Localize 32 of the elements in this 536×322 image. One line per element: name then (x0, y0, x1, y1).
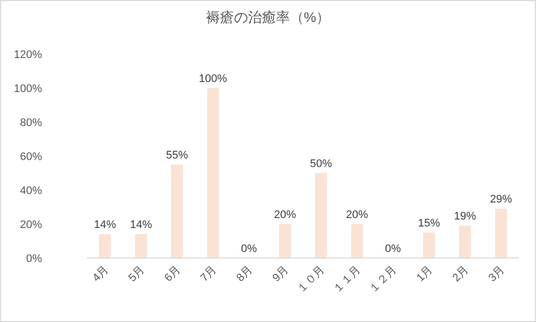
data-label: 50% (310, 158, 332, 170)
x-tick-label: 7月 (198, 264, 220, 284)
title: 褥瘡の治癒率（%） (206, 9, 330, 25)
x-tick-label: １１月 (331, 264, 364, 296)
x-tick-label: 9月 (270, 264, 292, 284)
data-label: 15% (418, 218, 440, 230)
x-tick-label: 6月 (162, 264, 184, 284)
data-label: 0% (241, 243, 258, 255)
data-label: 55% (166, 150, 188, 162)
data-label: 0% (385, 243, 402, 255)
data-label: 19% (454, 210, 476, 223)
x-tick-label: 8月 (234, 264, 256, 284)
data-label: 20% (346, 209, 368, 221)
data-label: 29% (490, 194, 512, 206)
data-label: 20% (274, 209, 296, 221)
y-tick-label: 0% (26, 253, 42, 265)
x-tick-label: 1月 (414, 264, 436, 284)
x-tick-label: 4月 (90, 264, 112, 284)
data-label: 14% (94, 219, 116, 232)
y-tick-label: 120% (14, 49, 42, 61)
data-label: 100% (198, 73, 228, 85)
y-tick-label: 80% (20, 117, 42, 129)
y-tick-label: 60% (20, 151, 42, 163)
x-tick-label: １０月 (295, 264, 328, 296)
y-tick-label: 100% (14, 83, 42, 95)
x-tick-label: 3月 (486, 264, 508, 284)
y-tick-label: 20% (20, 219, 42, 231)
x-tick-label: 5月 (126, 264, 148, 284)
data-label: 14% (130, 219, 152, 232)
x-tick-label: 2月 (450, 264, 472, 284)
y-tick-label: 40% (20, 185, 42, 197)
x-tick-label: １２月 (367, 264, 400, 296)
